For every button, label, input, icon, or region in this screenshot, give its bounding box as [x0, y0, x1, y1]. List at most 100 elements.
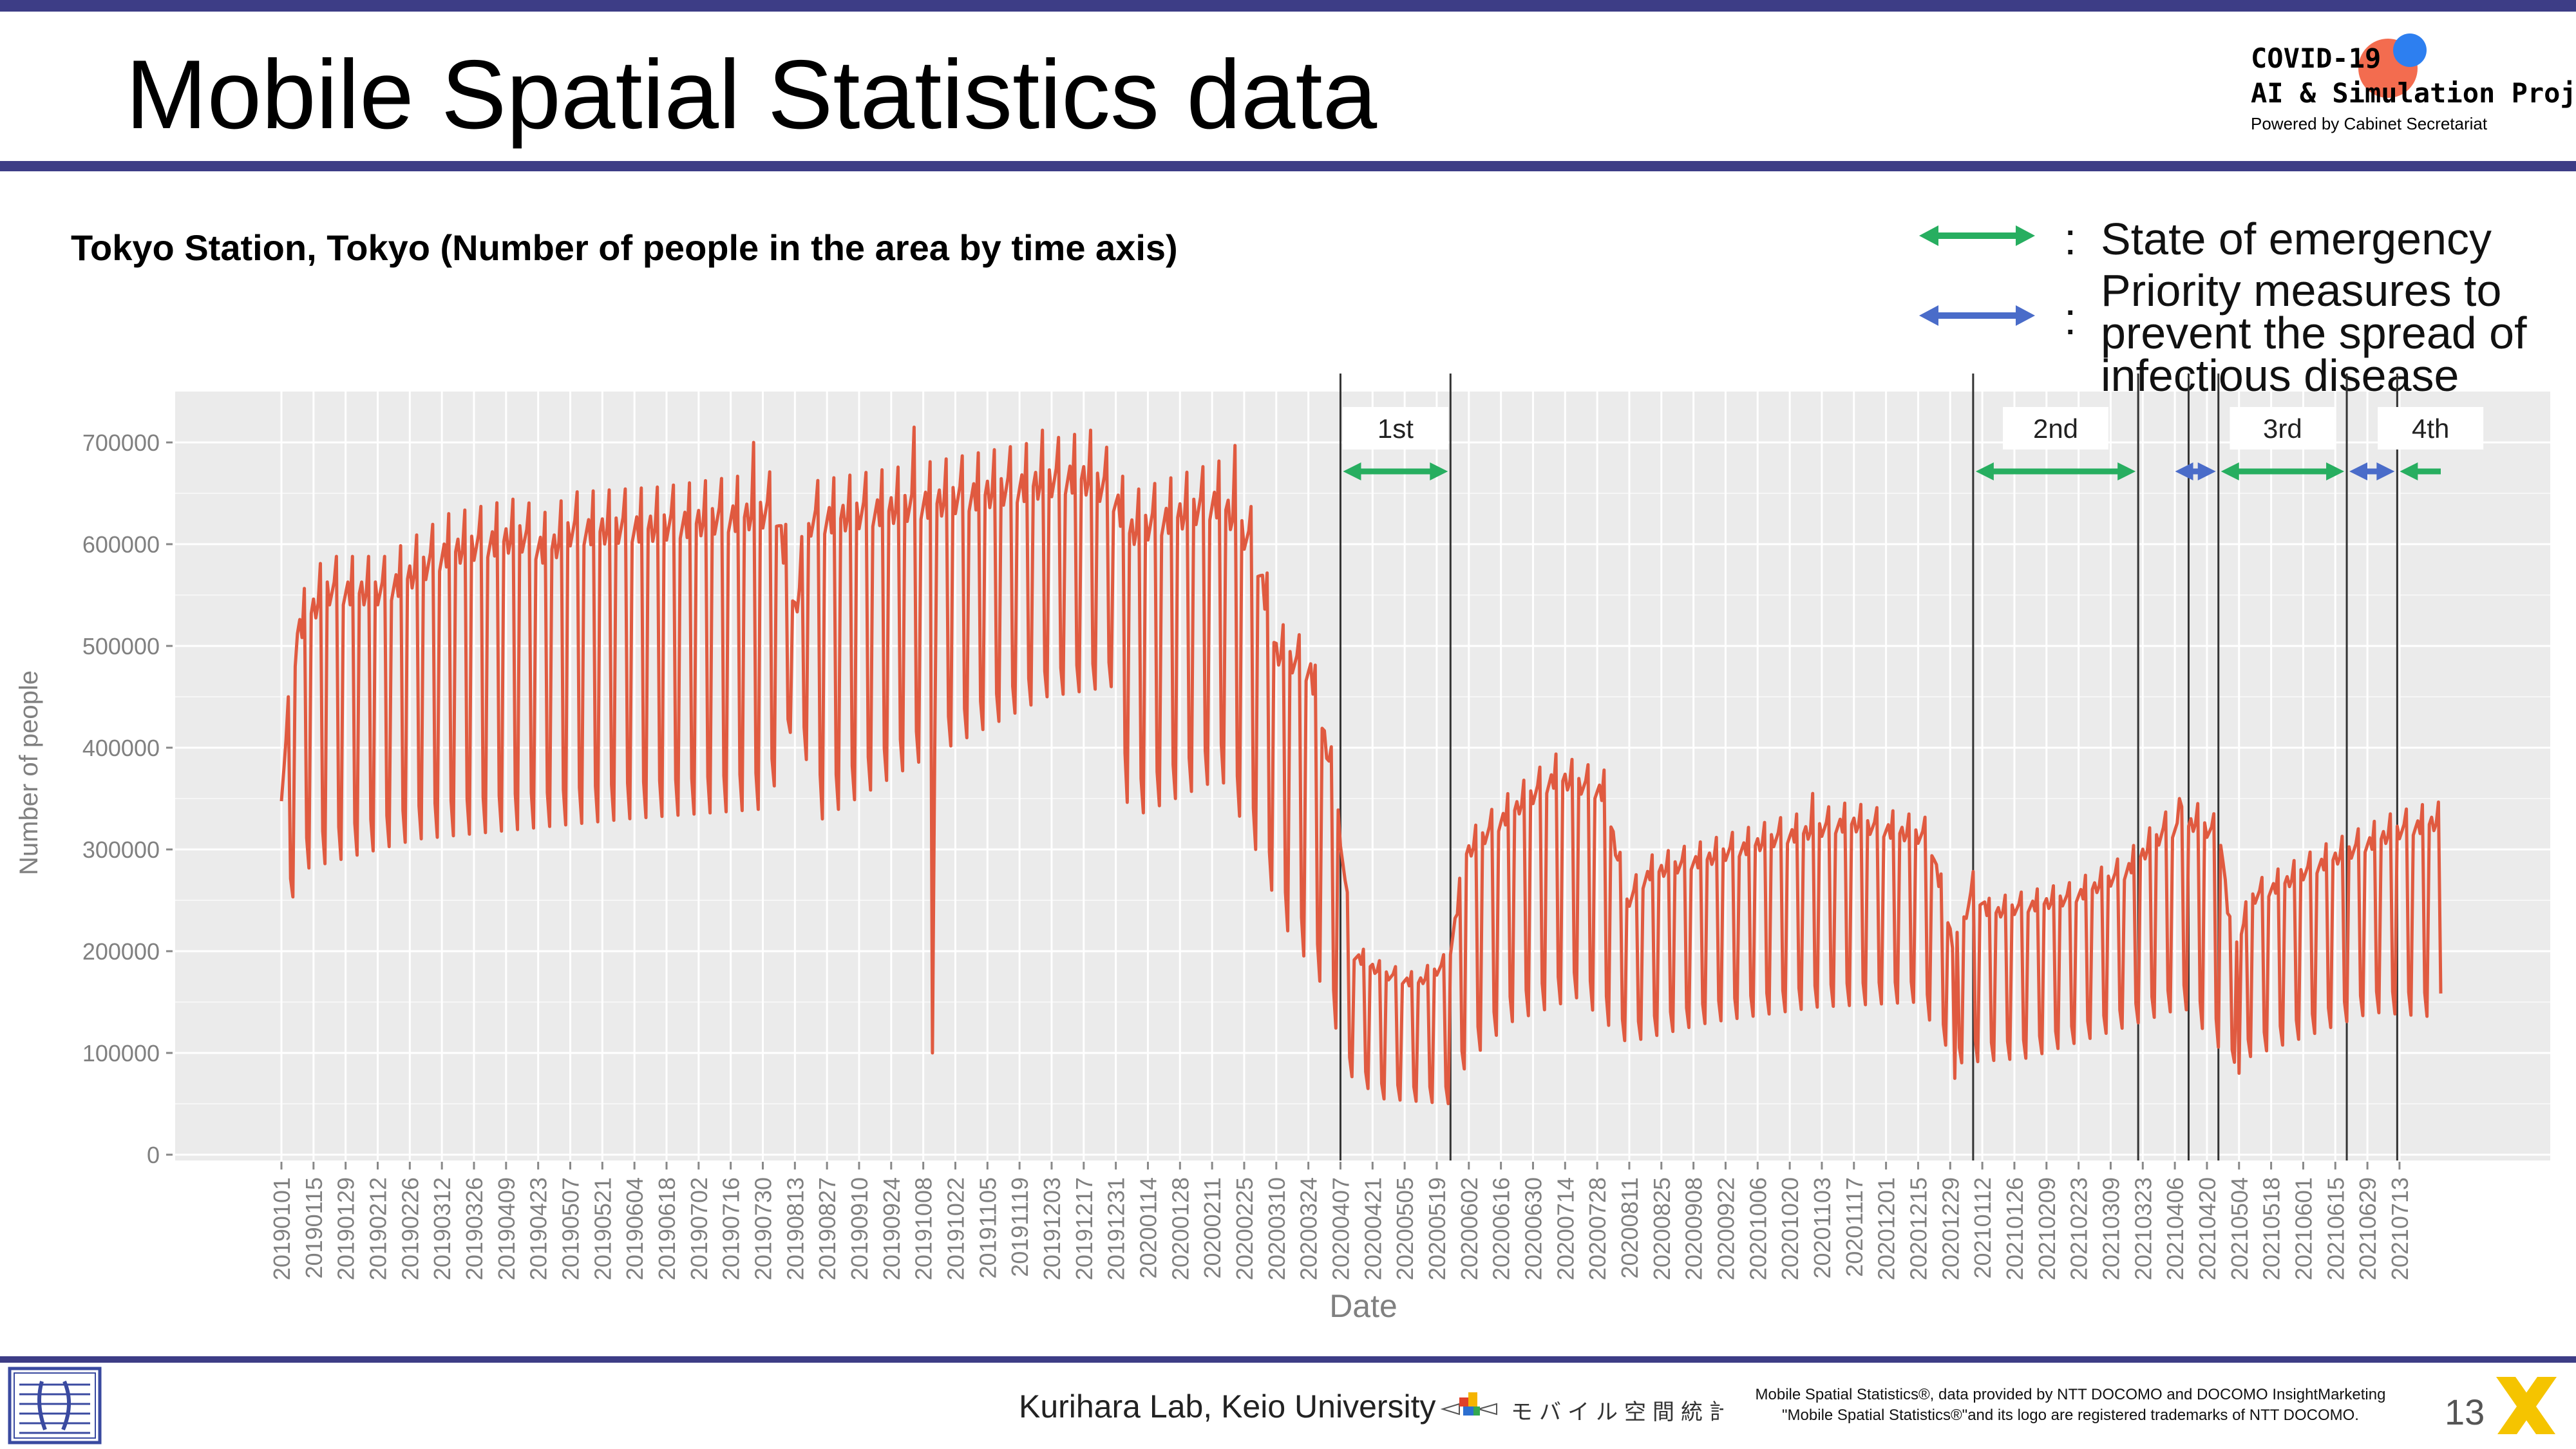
x-tick-label: 20190101: [269, 1177, 295, 1280]
x-tick-label: 20210209: [2034, 1177, 2060, 1280]
footer-copyright-note: Mobile Spatial Statistics®, data provide…: [1710, 1385, 2431, 1426]
series-line: [279, 425, 2443, 1106]
period-arrowhead: [2175, 462, 2193, 480]
x-tick-label: 20190924: [878, 1177, 905, 1280]
legend-priority-arrow: [1919, 305, 2035, 326]
period-1st: 1st: [1342, 407, 1448, 480]
x-tick-label: 20201201: [1873, 1177, 1900, 1280]
x-tick-label: 20210223: [2066, 1177, 2092, 1280]
period-arrowhead: [1975, 462, 1994, 480]
x-tick-label: 20191217: [1071, 1177, 1097, 1280]
x-tick-label: 20210420: [2194, 1177, 2221, 1280]
x-tick-label: 20200421: [1359, 1177, 1386, 1280]
x-tick-label: 20190312: [429, 1177, 455, 1280]
x-tick-label: 20201020: [1777, 1177, 1803, 1280]
footer-lab-name: Kurihara Lab, Keio University: [1019, 1388, 1436, 1425]
x-tick-label: 20210601: [2290, 1177, 2316, 1280]
period-label-box: [1342, 407, 1448, 450]
footer-bar: [0, 1356, 2576, 1363]
legend-arrows: [1919, 225, 2035, 326]
x-tick-label: 20200908: [1681, 1177, 1707, 1280]
x-tick-label: 20190507: [557, 1177, 583, 1280]
x-tick-label: 20200128: [1167, 1177, 1193, 1280]
x-tick-label: 20200922: [1712, 1177, 1739, 1280]
x-tick-label: 20200114: [1135, 1177, 1161, 1279]
period-priority: [2175, 462, 2216, 480]
y-tick-label: 600000: [82, 531, 160, 558]
x-tick-label: 20200728: [1584, 1177, 1611, 1280]
y-tick-label: 700000: [82, 430, 160, 456]
x-tick-label: 20210323: [2130, 1177, 2156, 1280]
footer-note-line-1: Mobile Spatial Statistics®, data provide…: [1755, 1386, 2386, 1403]
x-tick-label: 20200630: [1520, 1177, 1546, 1280]
legend-priority-label: Priority measures to prevent the spread …: [2101, 265, 2527, 401]
x-tick-label: 20191022: [942, 1177, 969, 1280]
period-label-box: [2378, 407, 2484, 450]
y-tick-label: 500000: [82, 633, 160, 659]
x-tick-label: 20201117: [1841, 1177, 1868, 1277]
mobile-spatial-logo-text: モバイル空間統計: [1511, 1399, 1723, 1425]
x-tick-label: 20190115: [301, 1177, 327, 1279]
x-tick-label: 20210126: [2002, 1177, 2028, 1280]
x-tick-label: 20200225: [1231, 1177, 1258, 1280]
y-tick-label: 200000: [82, 938, 160, 965]
y-axis-ticks: 0 100000 200000 300000 400000 500000 600000 700…: [82, 430, 173, 1168]
period-priority: [2349, 462, 2395, 480]
x-tick-label: 20200811: [1616, 1177, 1643, 1279]
x-tick-label: 20190702: [686, 1177, 712, 1280]
x-tick-label: 20191105: [974, 1177, 1001, 1279]
x-tick-label: 20191203: [1039, 1177, 1065, 1280]
x-tick-label: 20210112: [1969, 1177, 1996, 1279]
x-tick-label: 20190604: [621, 1177, 648, 1280]
x-tick-label: 20200519: [1424, 1177, 1450, 1280]
line-chart: 1st 2nd 3rd 4th 0 100000 200000 300000 400000 50…: [15, 374, 2550, 1324]
x-tick-label: 20201229: [1937, 1177, 1964, 1280]
period-arrowhead: [1343, 462, 1361, 480]
period-markers: 1st 2nd 3rd 4th: [1342, 407, 2484, 480]
x-tick-label: 20190423: [526, 1177, 552, 1280]
footer-note-line-2: "Mobile Spatial Statistics®"and its logo…: [1782, 1406, 2359, 1424]
legend-colon-1: :: [2064, 214, 2077, 264]
x-tick-label: 20200714: [1552, 1177, 1578, 1280]
project-line-1: COVID-19: [2251, 43, 2382, 74]
chart-subtitle: Tokyo Station, Tokyo (Number of people i…: [71, 227, 1178, 268]
period-arrowhead: [2221, 462, 2239, 480]
x-tick-label: 20200602: [1456, 1177, 1482, 1280]
x-tick-label: 20210504: [2226, 1177, 2253, 1280]
x-tick-label: 20200324: [1296, 1177, 1322, 1280]
event-lines: [1339, 374, 2398, 1160]
period-label: 3rd: [2263, 413, 2302, 444]
period-arrowhead: [2326, 462, 2345, 480]
x-tick-label: 20201006: [1745, 1177, 1771, 1280]
project-logo: COVID-19 AI & Simulation Project Powered…: [2251, 41, 2576, 137]
x-logo-icon: [2496, 1377, 2557, 1434]
x-tick-label: 20191231: [1103, 1177, 1130, 1280]
period-2nd: 2nd: [1975, 407, 2136, 480]
x-tick-label: 20190409: [493, 1177, 520, 1280]
x-tick-label: 20190129: [333, 1177, 359, 1280]
period-arrowhead: [2197, 462, 2216, 480]
x-tick-label: 20200211: [1199, 1177, 1226, 1279]
x-tick-label: 20190813: [782, 1177, 808, 1280]
x-axis-ticks: 20190101 20190115 20190129 20190212 20190226…: [269, 1162, 2413, 1280]
project-logo-dots: [2358, 33, 2427, 98]
period-label-box: [2003, 407, 2109, 450]
x-tick-label: 20190226: [397, 1177, 423, 1280]
x-tick-label: 20190730: [750, 1177, 776, 1280]
legend-emergency-arrow: [1919, 225, 2035, 246]
period-label: 1st: [1378, 413, 1414, 444]
y-axis-label: Number of people: [15, 670, 43, 875]
x-tick-label: 20190326: [461, 1177, 488, 1280]
x-tick-label: 20210406: [2162, 1177, 2188, 1280]
x-tick-label: 20210615: [2322, 1177, 2349, 1280]
project-line-3: Powered by Cabinet Secretariat: [2251, 114, 2488, 133]
period-arrowhead: [2117, 462, 2136, 480]
period-label: 2nd: [2033, 413, 2078, 444]
header-top-bar: [0, 0, 2576, 12]
period-4th: 4th: [2378, 407, 2484, 480]
keio-lab-logo: [8, 1367, 102, 1444]
x-tick-label: 20210518: [2259, 1177, 2285, 1280]
x-tick-label: 20200616: [1488, 1177, 1515, 1280]
x-tick-label: 20200505: [1392, 1177, 1418, 1280]
period-label-box: [2230, 407, 2336, 450]
